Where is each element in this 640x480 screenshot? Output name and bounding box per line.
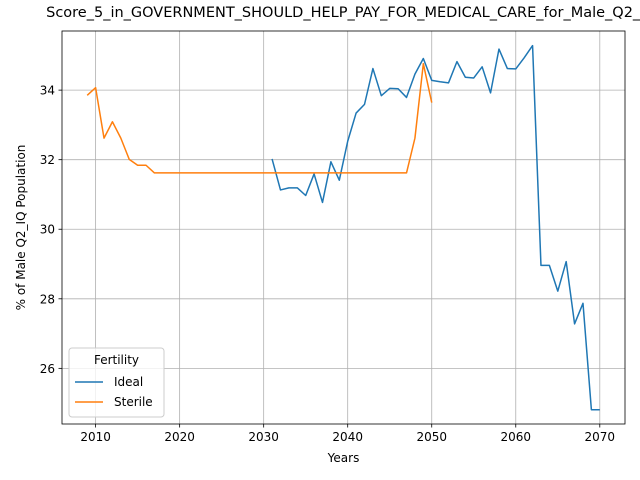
x-tick-label: 2020: [164, 430, 195, 444]
y-tick-label: 30: [40, 223, 55, 237]
legend: Fertility Ideal Sterile: [68, 347, 165, 418]
x-tick-label: 2070: [585, 430, 616, 444]
grid: [62, 31, 625, 424]
legend-label-ideal: Ideal: [114, 375, 143, 389]
y-tick-label: 28: [40, 292, 55, 306]
series-line-sterile: [86, 62, 433, 174]
legend-label-sterile: Sterile: [114, 395, 153, 409]
x-axis-label: Years: [327, 451, 360, 465]
x-tick-label: 2010: [80, 430, 111, 444]
x-tick-label: 2050: [416, 430, 447, 444]
y-axis: 26 28 30 32 34: [40, 84, 62, 376]
y-axis-label: % of Male Q2_IQ Population: [14, 145, 28, 311]
x-tick-label: 2060: [500, 430, 531, 444]
series-line-ideal: [271, 44, 600, 411]
series-lines: [86, 44, 600, 411]
y-tick-label: 32: [40, 153, 55, 167]
legend-box: [68, 347, 165, 418]
x-tick-label: 2030: [248, 430, 279, 444]
y-tick-label: 26: [40, 362, 55, 376]
x-axis: 2010 2020 2030 2040 2050 2060 2070: [80, 424, 615, 444]
y-tick-label: 34: [40, 84, 55, 98]
legend-title: Fertility: [94, 353, 139, 367]
plot-frame: [61, 30, 626, 425]
x-tick-label: 2040: [332, 430, 363, 444]
chart-title: Score_5_in_GOVERNMENT_SHOULD_HELP_PAY_FO…: [46, 5, 640, 21]
